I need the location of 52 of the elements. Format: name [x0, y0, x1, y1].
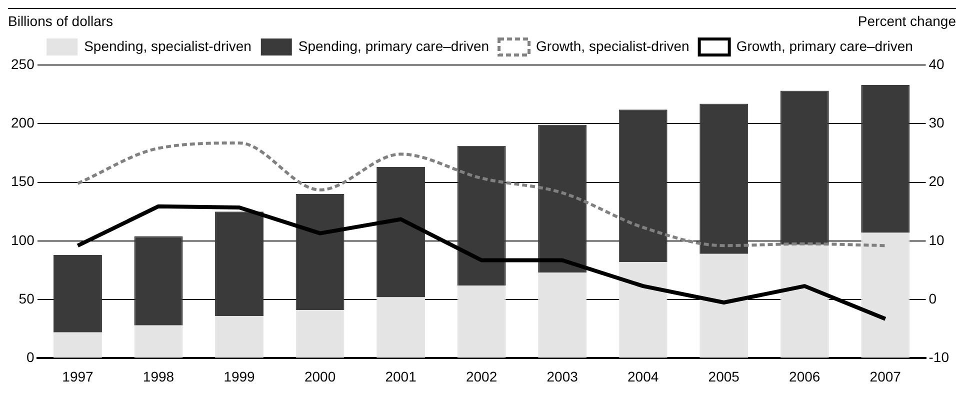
- bar: [538, 124, 587, 273]
- y-tick-label: 150: [11, 173, 35, 190]
- legend-label: Growth, specialist-driven: [536, 38, 690, 54]
- bar: [134, 325, 183, 358]
- bar: [296, 310, 344, 358]
- bar: [215, 316, 264, 358]
- x-tick-label: 2005: [708, 368, 740, 384]
- bar: [861, 84, 910, 233]
- x-tick-label: 2007: [870, 368, 902, 384]
- bar: [780, 244, 829, 358]
- x-tick-label: 1998: [142, 368, 174, 384]
- bar: [296, 194, 344, 310]
- y-tick-label: 100: [11, 232, 35, 248]
- y2-tick-label: -10: [928, 349, 950, 366]
- y2-axis-title: Percent change: [858, 13, 956, 29]
- x-tick-label: 2006: [789, 368, 820, 384]
- x-tick-label: 2004: [628, 368, 659, 384]
- y-tick-label: 0: [26, 349, 35, 366]
- x-tick-label: 2000: [304, 368, 336, 384]
- bar: [618, 110, 668, 262]
- bar: [134, 236, 183, 326]
- x-tick-label: 1997: [62, 368, 94, 384]
- bar: [54, 254, 102, 332]
- bar: [538, 272, 587, 358]
- y2-tick-label: 10: [928, 232, 945, 248]
- bar: [54, 332, 102, 358]
- bar: [376, 297, 426, 358]
- x-tick-label: 2002: [466, 368, 498, 384]
- bar: [861, 232, 910, 358]
- legend-label: Growth, primary care–driven: [736, 38, 913, 54]
- y-tick-label: 200: [11, 114, 35, 130]
- y2-tick-label: 20: [928, 173, 945, 190]
- y2-tick-label: 30: [928, 114, 945, 130]
- bar: [457, 146, 506, 286]
- bar: [376, 167, 426, 298]
- bar: [618, 262, 668, 358]
- bar: [457, 285, 506, 358]
- legend-label: Spending, specialist-driven: [84, 38, 252, 54]
- y-tick-label: 250: [11, 56, 35, 72]
- bar: [215, 212, 264, 316]
- bar: [700, 104, 748, 254]
- x-tick-label: 1999: [224, 368, 256, 384]
- bar: [780, 90, 829, 244]
- line-series: [76, 141, 887, 248]
- y-axis-title: Billions of dollars: [8, 13, 114, 29]
- x-tick-label: 2001: [385, 368, 417, 384]
- x-tick-label: 2003: [546, 368, 578, 384]
- y2-tick-label: 40: [928, 56, 945, 72]
- y2-tick-label: 0: [928, 290, 937, 306]
- y-tick-label: 50: [18, 290, 35, 306]
- bar: [700, 254, 748, 358]
- legend-label: Spending, primary care–driven: [298, 38, 490, 54]
